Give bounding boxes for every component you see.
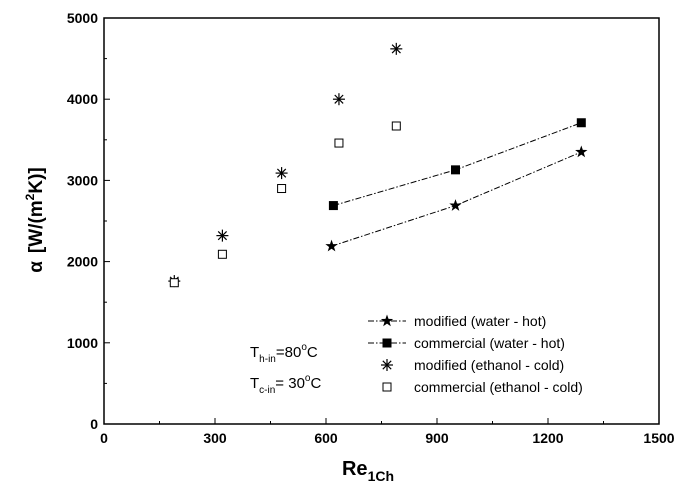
- data-point-s1-1: [451, 165, 460, 175]
- x-axis-label-sub: 1Ch: [368, 468, 394, 484]
- series-line-1: [333, 122, 582, 207]
- y-tick-label: 4000: [67, 91, 98, 107]
- annotation-hot-inlet-main: T: [250, 344, 259, 361]
- y-axis-label: α [W/(m2K)]: [23, 167, 47, 273]
- legend-label-modified-water-hot: modified (water - hot): [414, 313, 546, 329]
- legend-label-commercial-water-hot: commercial (water - hot): [414, 335, 565, 351]
- data-point-s0-1: [449, 199, 462, 211]
- annotation-hot-inlet-value: =80: [276, 344, 301, 361]
- x-axis-label-main: Re: [342, 458, 368, 480]
- x-tick-label: 1200: [532, 430, 563, 446]
- annotation-cold-inlet-unit: C: [310, 375, 321, 392]
- x-tick-label: 300: [203, 430, 227, 446]
- legend-label-commercial-ethanol-cold: commercial (ethanol - cold): [414, 379, 583, 395]
- axis-ticks: 0 300 600 900 1200 1500 0 1000 2000 3000 4000 5000: [67, 10, 675, 446]
- annotation-cold-inlet-main: T: [250, 375, 259, 392]
- plot-data: [168, 42, 588, 288]
- y-tick-label: 1000: [67, 335, 98, 351]
- data-point-s2-3: [332, 93, 345, 106]
- legend-entry-commercial-water-hot: commercial (water - hot): [368, 335, 565, 351]
- data-point-s1-2: [576, 118, 586, 128]
- data-point-s2-4: [390, 42, 403, 55]
- data-point-s3-4: [391, 121, 401, 131]
- data-point-s3-0: [169, 278, 179, 288]
- annotation-hot-inlet-sub: h-in: [259, 354, 276, 365]
- annotation-cold-inlet-sub: c-in: [259, 385, 275, 396]
- legend-marker-modified-water-hot: [380, 314, 394, 327]
- data-point-s2-1: [216, 229, 229, 242]
- y-axis-label-unit-b: K)]: [26, 167, 47, 193]
- data-point-s3-3: [334, 138, 344, 148]
- x-tick-label: 1500: [643, 430, 674, 446]
- legend-marker-modified-ethanol-cold: [381, 359, 393, 371]
- legend-label-modified-ethanol-cold: modified (ethanol - cold): [414, 357, 564, 373]
- annotation-cold-inlet: Tc-in= 30oC: [250, 373, 321, 396]
- x-tick-label: 900: [425, 430, 449, 446]
- y-axis-label-unit-sup: 2: [23, 193, 37, 200]
- y-axis-label-unit-a: [W/(m: [26, 200, 47, 253]
- legend-entry-modified-water-hot: modified (water - hot): [368, 313, 546, 329]
- annotation-hot-inlet-unit: C: [307, 344, 318, 361]
- y-tick-label: 0: [90, 416, 98, 432]
- data-point-s2-2: [275, 167, 288, 180]
- legend: modified (water - hot) commercial (water…: [368, 313, 583, 395]
- data-point-s0-0: [325, 239, 338, 252]
- data-point-s3-2: [277, 184, 287, 194]
- y-tick-label: 3000: [67, 172, 98, 188]
- plot-frame: [103, 17, 660, 425]
- y-axis-label-symbol: α: [26, 261, 47, 273]
- y-tick-label: 5000: [67, 10, 98, 26]
- annotation-hot-inlet-deg: o: [301, 342, 307, 353]
- legend-entry-commercial-ethanol-cold: commercial (ethanol - cold): [382, 379, 583, 395]
- annotation-hot-inlet: Th-in=80oC: [250, 342, 318, 365]
- data-point-s3-1: [217, 249, 227, 259]
- annotation-cold-inlet-value: = 30: [275, 375, 305, 392]
- legend-marker-commercial-ethanol-cold: [382, 382, 392, 392]
- y-tick-label: 2000: [67, 254, 98, 270]
- annotation-cold-inlet-deg: o: [305, 373, 311, 384]
- data-point-s1-0: [328, 201, 338, 211]
- x-axis-label: Re1Ch: [342, 458, 394, 484]
- x-tick-label: 600: [314, 430, 338, 446]
- legend-marker-commercial-water-hot: [382, 338, 392, 348]
- x-tick-label: 0: [100, 430, 108, 446]
- legend-entry-modified-ethanol-cold: modified (ethanol - cold): [381, 357, 564, 373]
- data-point-s0-2: [575, 145, 588, 158]
